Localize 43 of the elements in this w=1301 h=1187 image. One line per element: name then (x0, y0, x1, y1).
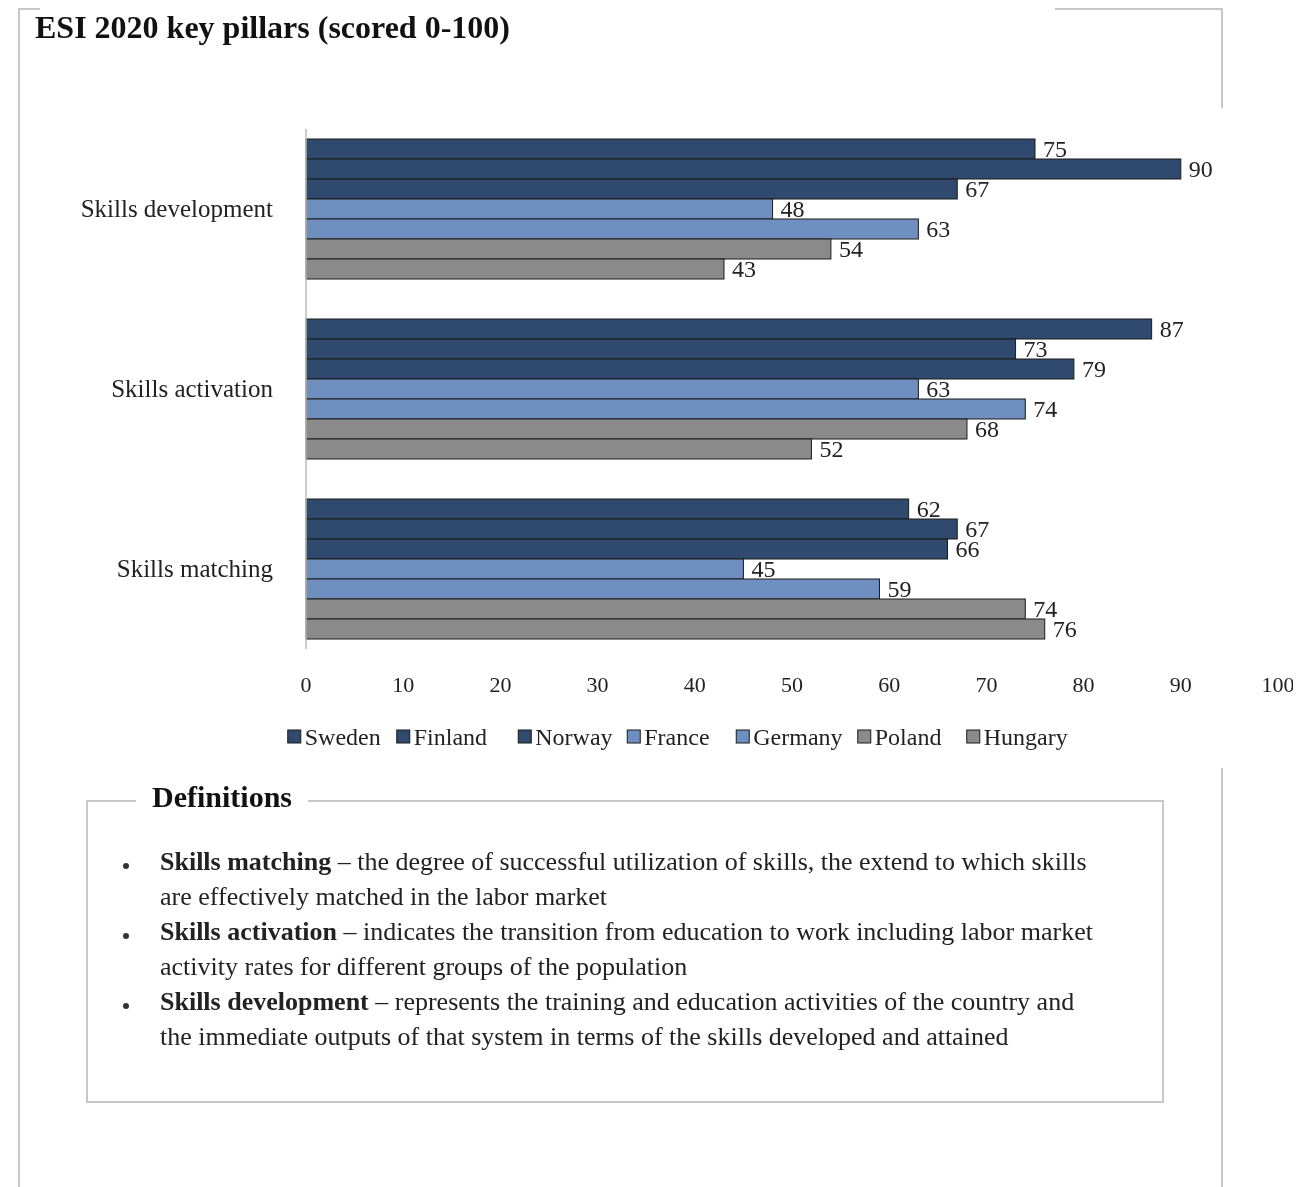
x-tick-label: 0 (300, 672, 312, 697)
data-label: 90 (1188, 156, 1213, 182)
legend-label: Hungary (983, 724, 1068, 750)
x-tick-label: 60 (878, 672, 901, 697)
data-label: 75 (1043, 136, 1067, 162)
legend-label: Germany (753, 724, 843, 750)
data-label: 52 (819, 436, 844, 462)
x-tick-label: 20 (489, 672, 512, 697)
y-tick-label: Skills matching (116, 555, 274, 582)
x-tick-label: 30 (586, 672, 609, 697)
data-label: 74 (1033, 396, 1058, 422)
y-tick-label: Skills activation (111, 375, 274, 402)
x-tick-label: 50 (781, 672, 803, 697)
legend-label: Norway (535, 724, 613, 750)
legend-label: Finland (413, 724, 488, 750)
data-label: 62 (916, 496, 941, 522)
data-label: 43 (731, 256, 756, 282)
data-label: 54 (838, 236, 863, 262)
data-label: 79 (1081, 356, 1106, 382)
text: Skills development – represents the training and education activities of the country and the immediate outputs of that system in terms of the skills developed and attained (160, 986, 1076, 1053)
data-label: 67 (965, 176, 990, 202)
data-label: 48 (780, 196, 805, 222)
data-label: 73 (1023, 336, 1048, 362)
legend-label: France (644, 724, 710, 750)
data-label: 45 (751, 556, 776, 582)
text: Skills activation – indicates the transition from education to work including labor market activity rates for different groups of the population (160, 916, 1094, 983)
x-tick-label: 100 (1261, 672, 1295, 697)
y-tick-label: Skills development (80, 195, 274, 222)
text: Definitions (136, 780, 309, 814)
text: Skills matching – the degree of successful utilization of skills, the extend to which skills are effectively matched in the labor market (160, 846, 1088, 913)
data-label: 87 (1159, 316, 1184, 342)
x-tick-label: 40 (683, 672, 706, 697)
legend-label: Sweden (304, 724, 381, 750)
x-tick-label: 80 (1072, 672, 1095, 697)
chart-title: ESI 2020 key pillars (scored 0-100) (35, 9, 510, 45)
data-label: 68 (974, 416, 999, 442)
x-tick-label: 90 (1169, 672, 1192, 697)
data-label: 63 (926, 216, 951, 242)
data-label: 63 (926, 376, 951, 402)
data-label: 59 (887, 576, 912, 602)
legend-label: Poland (874, 724, 942, 750)
x-tick-label: 70 (975, 672, 998, 697)
x-tick-label: 10 (392, 672, 415, 697)
